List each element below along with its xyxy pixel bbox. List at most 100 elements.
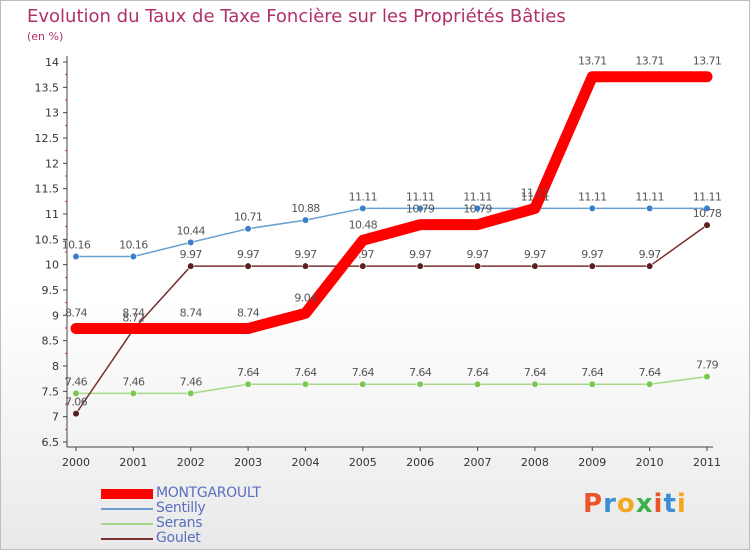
data-point-serans [359,380,367,388]
chart-legend: MONTGAROULT Sentilly Serans Goulet [101,485,331,546]
data-label-montgaroult: 8.74 [180,307,203,320]
data-point-sentilly [703,204,711,213]
data-label-sentilly: 11.11 [578,190,607,203]
data-label-serans: 7.64 [524,366,547,379]
x-tick-label: 2000 [62,456,90,469]
logo-letter: i [653,489,664,519]
data-label-serans: 7.79 [696,359,719,372]
data-point-goulet [473,262,482,270]
logo-letter: P [583,489,604,519]
data-label-goulet: 10.78 [693,207,722,220]
legend-item: Sentilly [101,500,331,516]
data-label-montgaroult: 8.74 [237,307,260,320]
logo-letter: o [616,489,636,519]
y-tick-label: 7.5 [42,385,60,398]
data-label-goulet: 9.97 [409,248,432,261]
data-point-montgaroult [300,308,311,319]
data-point-sentilly [416,204,424,213]
proxiti-logo: Proxiti [583,489,687,519]
data-point-sentilly [129,252,137,261]
x-tick-label: 2006 [406,456,434,469]
chart-title: Evolution du Taux de Taxe Foncière sur l… [27,6,566,27]
logo-letter: r [603,489,617,519]
data-label-sentilly: 10.44 [176,224,205,237]
series-line-sentilly [75,207,708,258]
legend-item: MONTGAROULT [101,485,331,501]
legend-item: Serans [101,515,331,531]
x-tick-label: 2001 [119,456,147,469]
data-label-goulet: 9.97 [180,248,203,261]
data-label-sentilly: 11.11 [635,190,664,203]
data-label-goulet: 7.06 [65,396,88,409]
data-label-serans: 7.46 [180,375,203,388]
legend-label: Goulet [156,530,201,546]
logo-letter: i [676,489,687,519]
data-point-montgaroult [357,235,368,246]
data-point-sentilly [359,204,367,213]
data-point-montgaroult [415,219,426,230]
logo-letter: x [635,489,654,519]
data-label-sentilly: 10.16 [119,239,148,252]
x-tick-label: 2009 [578,456,606,469]
data-point-serans [473,380,482,388]
data-label-goulet: 9.97 [237,248,260,261]
x-tick-label: 2004 [291,456,319,469]
data-label-goulet: 9.97 [294,248,317,261]
data-point-montgaroult [71,323,81,334]
data-point-serans [301,380,310,388]
data-point-sentilly [244,225,252,233]
y-tick-label: 11 [45,208,59,221]
data-label-sentilly: 10.71 [234,211,263,224]
data-label-sentilly: 10.88 [291,202,320,215]
legend-swatch [101,508,153,510]
data-point-goulet [703,221,711,229]
data-point-goulet [646,262,654,270]
data-label-montgaroult: 13.71 [578,55,607,68]
series-line-goulet [75,224,708,415]
data-point-sentilly [473,204,482,213]
data-point-montgaroult [702,71,712,82]
data-label-goulet: 9.97 [639,248,662,261]
data-point-montgaroult [243,323,254,334]
series-line-serans [75,375,708,395]
data-label-goulet: 9.97 [466,248,489,261]
data-label-goulet: 9.97 [524,248,547,261]
data-point-montgaroult [128,323,139,334]
data-label-sentilly: 10.16 [62,239,91,252]
x-tick-label: 2002 [177,456,205,469]
y-tick-label: 7 [52,411,59,424]
y-tick-label: 12.5 [35,132,60,145]
y-tick-label: 13.5 [35,81,60,94]
data-label-montgaroult: 8.74 [122,307,145,320]
legend-item: Goulet [101,530,331,546]
x-tick-label: 2003 [234,456,262,469]
y-tick-label: 11.5 [35,183,60,196]
data-label-serans: 7.64 [237,366,260,379]
data-point-goulet [531,262,539,270]
data-label-serans: 7.46 [65,375,88,388]
data-label-serans: 7.46 [122,375,145,388]
legend-label: MONTGAROULT [156,485,261,501]
data-point-serans [244,380,252,388]
y-tick-label: 9 [52,309,59,322]
y-tick-label: 10 [45,259,59,272]
data-label-montgaroult: 13.71 [693,55,722,68]
y-tick-label: 8 [52,360,59,373]
data-point-sentilly [646,204,654,213]
data-point-serans [703,373,711,381]
data-point-goulet [588,262,596,270]
series-line-montgaroult [70,71,713,335]
x-tick-label: 2010 [636,456,664,469]
data-point-goulet [301,262,310,270]
data-point-sentilly [72,252,80,261]
data-point-serans [646,380,654,388]
data-label-goulet: 8.72 [122,312,144,325]
data-point-serans [531,380,539,388]
data-label-montgaroult: 10.79 [406,203,435,216]
legend-swatch [101,523,153,525]
legend-swatch [101,489,153,499]
data-label-serans: 7.64 [639,366,662,379]
data-label-sentilly: 11.11 [463,190,492,203]
